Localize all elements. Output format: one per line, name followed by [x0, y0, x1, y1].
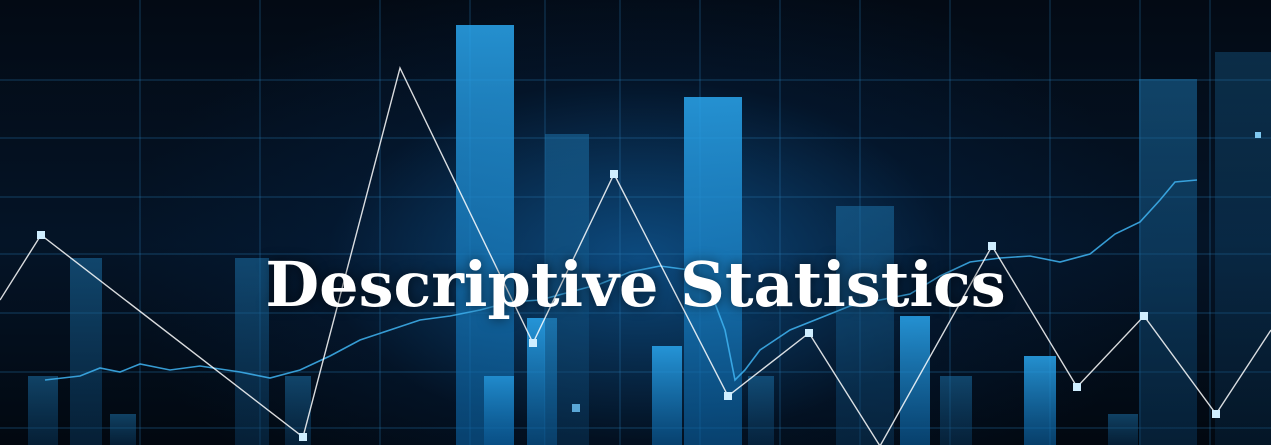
trend-line-light	[44, 179, 1198, 382]
banner-title: Descriptive Statistics	[265, 248, 1006, 321]
decorative-bars	[28, 25, 1271, 445]
trend-line-white	[0, 65, 1271, 445]
line-markers	[37, 132, 1261, 441]
